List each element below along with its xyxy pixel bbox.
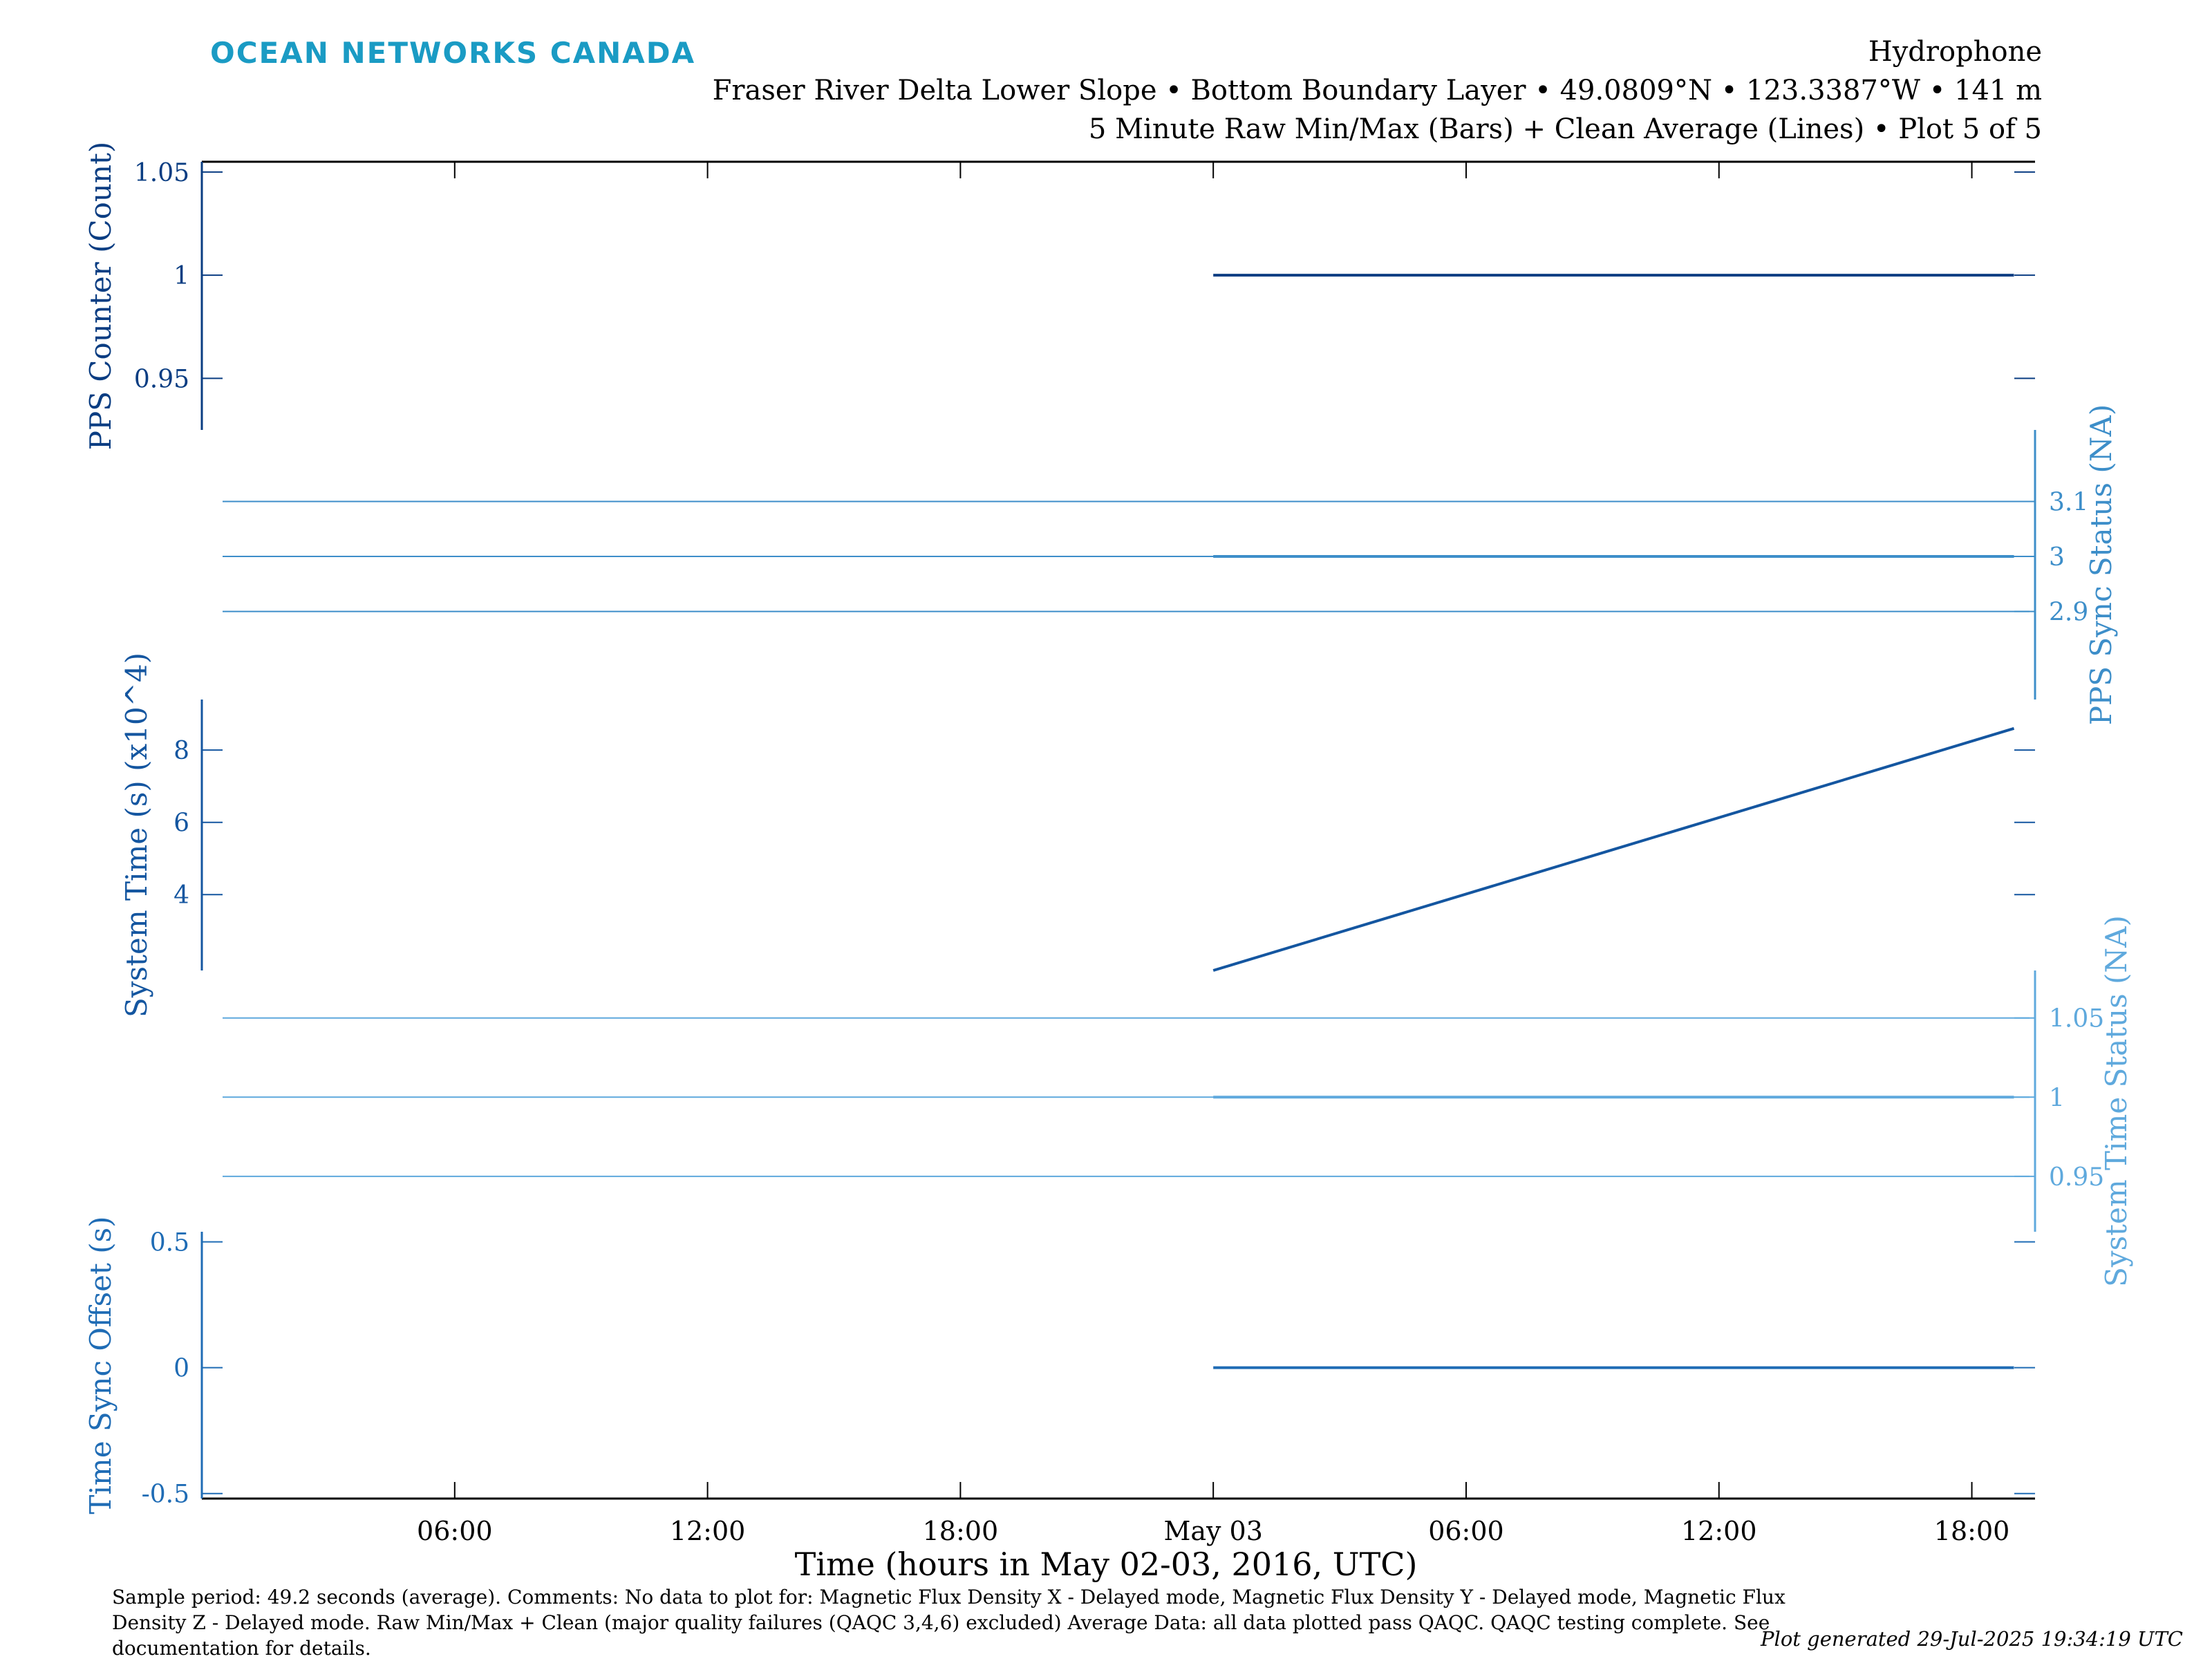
x-tick-label: 12:00 <box>1681 1516 1757 1546</box>
y-axis-title: System Time (s) (x10^4) <box>120 653 153 1017</box>
x-tick-label: 06:00 <box>417 1516 493 1546</box>
y-tick-label: 0.5 <box>150 1229 189 1257</box>
x-tick-label: 18:00 <box>923 1516 999 1546</box>
series-line <box>1212 726 2015 972</box>
y-tick-label: 2.9 <box>2049 599 2088 627</box>
y-tick-label: 6 <box>174 809 189 838</box>
y-tick-label: 1 <box>2049 1084 2065 1112</box>
plot-caption: Sample period: 49.2 seconds (average). C… <box>112 1586 1785 1660</box>
y-tick-label: 3.1 <box>2049 488 2088 516</box>
y-tick-label: 1 <box>174 262 189 290</box>
y-tick-label: 8 <box>174 737 189 765</box>
y-tick-label: 3 <box>2049 543 2065 572</box>
y-tick-label: 0.95 <box>134 365 189 393</box>
plot-description: 5 Minute Raw Min/Max (Bars) + Clean Aver… <box>1088 113 2042 145</box>
y-tick-label: -0.5 <box>142 1481 189 1509</box>
instrument-title: Hydrophone <box>1868 36 2042 68</box>
y-tick-label: 0 <box>174 1355 189 1383</box>
y-axis-title: System Time Status (NA) <box>2099 915 2133 1287</box>
x-tick-label: May 03 <box>1163 1516 1262 1546</box>
x-tick-label: 06:00 <box>1428 1516 1504 1546</box>
x-axis-label: Time (hours in May 02-03, 2016, UTC) <box>794 1546 1418 1583</box>
y-tick-label: 4 <box>174 881 189 910</box>
y-axis-title: PPS Counter (Count) <box>84 142 118 451</box>
y-axis-title: PPS Sync Status (NA) <box>2084 404 2118 725</box>
y-tick-label: 1.05 <box>2049 1005 2104 1033</box>
location-line: Fraser River Delta Lower Slope • Bottom … <box>712 75 2042 106</box>
x-tick-label: 12:00 <box>670 1516 746 1546</box>
brand-logo-text: OCEAN NETWORKS CANADA <box>210 36 696 70</box>
y-tick-label: 1.05 <box>134 159 189 187</box>
generated-timestamp: Plot generated 29-Jul-2025 19:34:19 UTC <box>1761 1627 2183 1651</box>
y-tick-label: 0.95 <box>2049 1163 2104 1192</box>
x-tick-label: 18:00 <box>1934 1516 2010 1546</box>
y-axis-title: Time Sync Offset (s) <box>84 1216 118 1514</box>
